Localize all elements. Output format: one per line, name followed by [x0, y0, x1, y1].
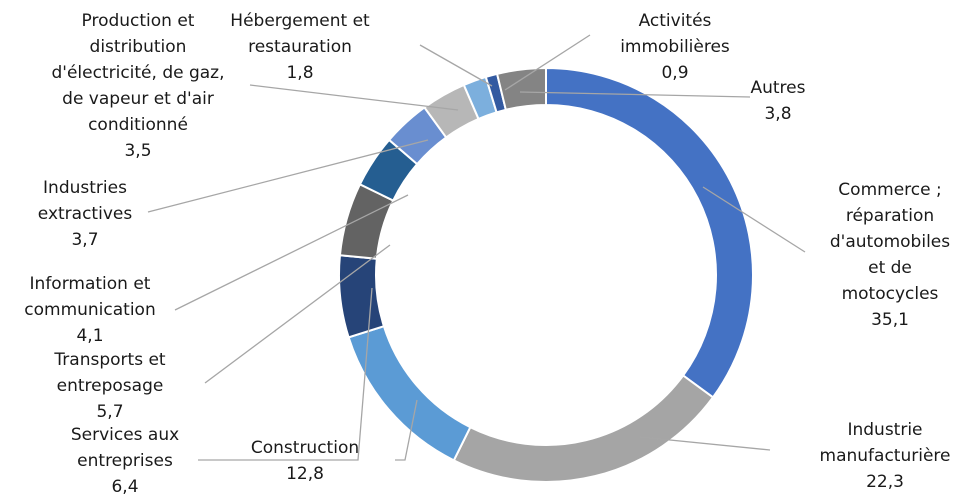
- label-line: manufacturière: [820, 446, 951, 466]
- leader-line: [702, 186, 806, 253]
- value-label: 6,4: [111, 477, 138, 495]
- label-line: Commerce ;: [838, 180, 941, 200]
- leader-line: [395, 399, 418, 461]
- value-label: 0,9: [661, 63, 688, 83]
- label-line: Construction: [251, 438, 359, 458]
- label-line: Transports et: [53, 350, 165, 370]
- category-label: Information et communication: [24, 274, 155, 320]
- donut-segment: [545, 66, 754, 399]
- category-label: Autres: [750, 78, 805, 98]
- value-label: 12,8: [286, 464, 324, 484]
- value-label: 3,8: [764, 104, 791, 124]
- label-line: Autres: [750, 78, 805, 98]
- label-line: de vapeur et d'air: [62, 89, 214, 109]
- category-label: Industries extractives: [38, 178, 133, 224]
- label-line: d'électricité, de gaz,: [51, 63, 224, 83]
- leader-line: [639, 436, 771, 451]
- label-line: immobilières: [620, 37, 730, 57]
- leader-line: [198, 287, 373, 461]
- value-label: 4,1: [76, 326, 103, 346]
- label-line: Hébergement et: [230, 11, 370, 31]
- label-line: restauration: [248, 37, 352, 57]
- label-line: et de: [868, 258, 912, 278]
- label-line: communication: [24, 300, 155, 320]
- label-line: Services aux: [71, 425, 179, 445]
- label-line: entreprises: [77, 451, 173, 471]
- label-line: réparation: [846, 206, 934, 226]
- donut-segment: [452, 374, 715, 483]
- label-line: conditionné: [88, 115, 188, 135]
- value-label: 1,8: [286, 63, 313, 83]
- leader-line: [504, 34, 591, 91]
- label-line: Production et: [82, 11, 195, 31]
- leader-line: [419, 44, 493, 87]
- leader-line: [249, 84, 459, 111]
- value-label: 3,7: [71, 230, 98, 250]
- label-line: motocycles: [842, 284, 939, 304]
- category-label: Commerce ; réparation d'automobiles et de mo…: [830, 180, 950, 304]
- category-label: Transports et entreposage: [53, 350, 165, 396]
- leader-line: [174, 194, 409, 311]
- category-label: Construction: [251, 438, 359, 458]
- value-label: 3,5: [124, 141, 151, 161]
- category-label: Activités immobilières: [620, 11, 730, 57]
- label-line: Activités: [639, 11, 712, 31]
- category-label: Industrie manufacturière: [820, 420, 951, 466]
- donut-segment: [338, 254, 386, 339]
- leader-line: [519, 91, 751, 98]
- label-line: Industrie: [847, 420, 922, 440]
- label-line: Industries: [43, 178, 127, 198]
- category-label: Services aux entreprises: [71, 425, 179, 471]
- label-line: entreposage: [57, 376, 164, 396]
- label-line: Information et: [30, 274, 151, 294]
- label-line: extractives: [38, 204, 133, 224]
- leader-line: [147, 139, 429, 213]
- category-label: Production et distribution d'électricité, …: [51, 11, 224, 135]
- label-line: distribution: [90, 37, 187, 57]
- value-label: 35,1: [871, 310, 909, 330]
- value-label: 5,7: [96, 402, 123, 422]
- label-line: d'automobiles: [830, 232, 950, 252]
- leader-line: [204, 244, 391, 384]
- donut-segment: [495, 66, 547, 112]
- category-label: Hébergement et restauration: [230, 11, 370, 57]
- value-label: 22,3: [866, 472, 904, 492]
